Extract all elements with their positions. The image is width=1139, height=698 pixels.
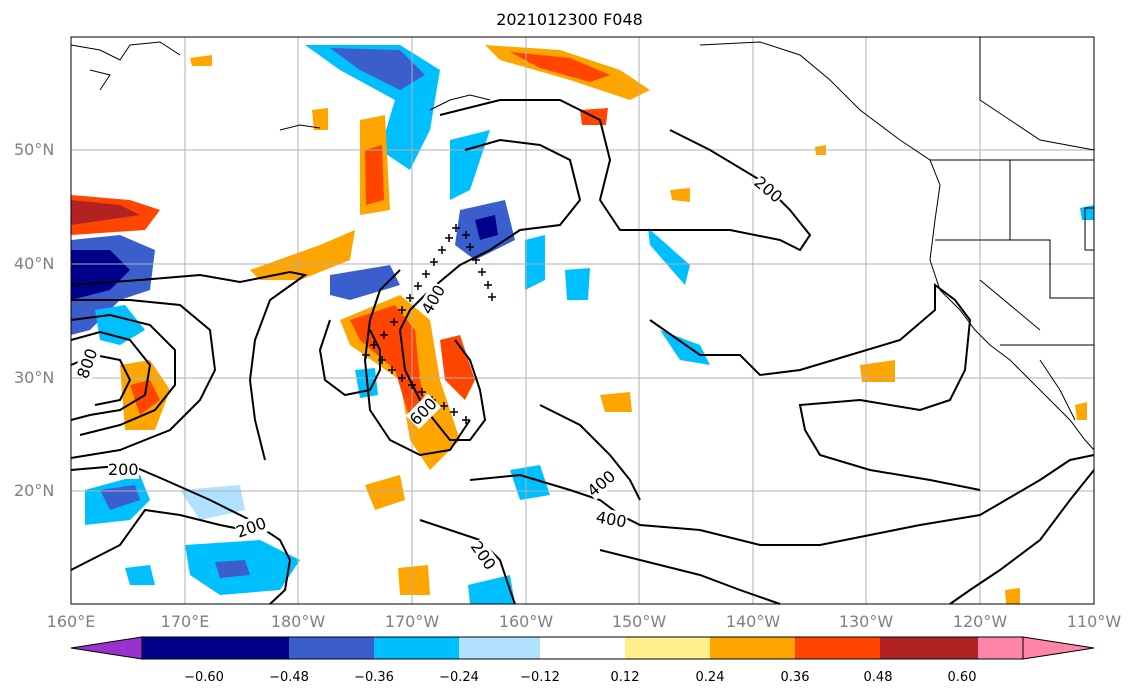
colorbar-tick-label: −0.12	[520, 670, 560, 685]
positive-anomaly-region	[600, 392, 632, 412]
colorbar-tick-label: 0.36	[781, 670, 810, 685]
contour-label: 200	[108, 460, 139, 479]
colorbar-segment	[795, 637, 880, 659]
colorbar-tick-label: −0.48	[269, 670, 309, 685]
lon-label: 170°W	[385, 612, 439, 631]
colorbar-segment	[289, 637, 374, 659]
colorbar	[71, 637, 1094, 659]
colorbar-segment	[978, 637, 1023, 659]
colorbar-tick-label: 0.48	[864, 670, 893, 685]
colorbar-segment	[459, 637, 544, 659]
colorbar-segment	[374, 637, 459, 659]
negative-anomaly-region	[125, 565, 155, 585]
colorbar-segment	[625, 637, 710, 659]
lon-label: 170°E	[161, 612, 210, 631]
colorbar-segment	[710, 637, 795, 659]
positive-anomaly-region	[1005, 588, 1020, 604]
lat-label-50n: 50°N	[14, 140, 54, 159]
lat-label-30n: 30°N	[14, 368, 54, 387]
colorbar-segment	[880, 637, 978, 659]
positive-anomaly-region	[670, 188, 690, 202]
colorbar-extend-min	[71, 637, 142, 659]
positive-anomaly-region	[365, 145, 384, 205]
lon-label: 160°E	[47, 612, 96, 631]
positive-anomaly-region	[1075, 402, 1087, 420]
colorbar-extend-max	[1023, 637, 1094, 659]
positive-anomaly-region	[398, 565, 430, 595]
lon-label: 110°W	[1067, 612, 1121, 631]
colorbar-segment	[142, 637, 227, 659]
colorbar-tick-label: −0.60	[184, 670, 224, 685]
lon-label: 140°W	[726, 612, 780, 631]
lat-label-20n: 20°N	[14, 481, 54, 500]
colorbar-tick-label: −0.36	[354, 670, 394, 685]
colorbar-tick-label: 0.60	[948, 670, 977, 685]
lon-label: 160°W	[499, 612, 553, 631]
lon-label: 120°W	[953, 612, 1007, 631]
lon-label: 180°W	[271, 612, 325, 631]
lon-label: 130°W	[839, 612, 893, 631]
colorbar-segment	[540, 637, 625, 659]
lat-label-40n: 40°N	[14, 254, 54, 273]
negative-anomaly-region	[565, 268, 590, 300]
negative-anomaly-region	[215, 560, 250, 578]
colorbar-tick-label: 0.24	[696, 670, 725, 685]
colorbar-tick-label: −0.24	[439, 670, 479, 685]
lon-label: 150°W	[612, 612, 666, 631]
colorbar-tick-label: 0.12	[611, 670, 640, 685]
